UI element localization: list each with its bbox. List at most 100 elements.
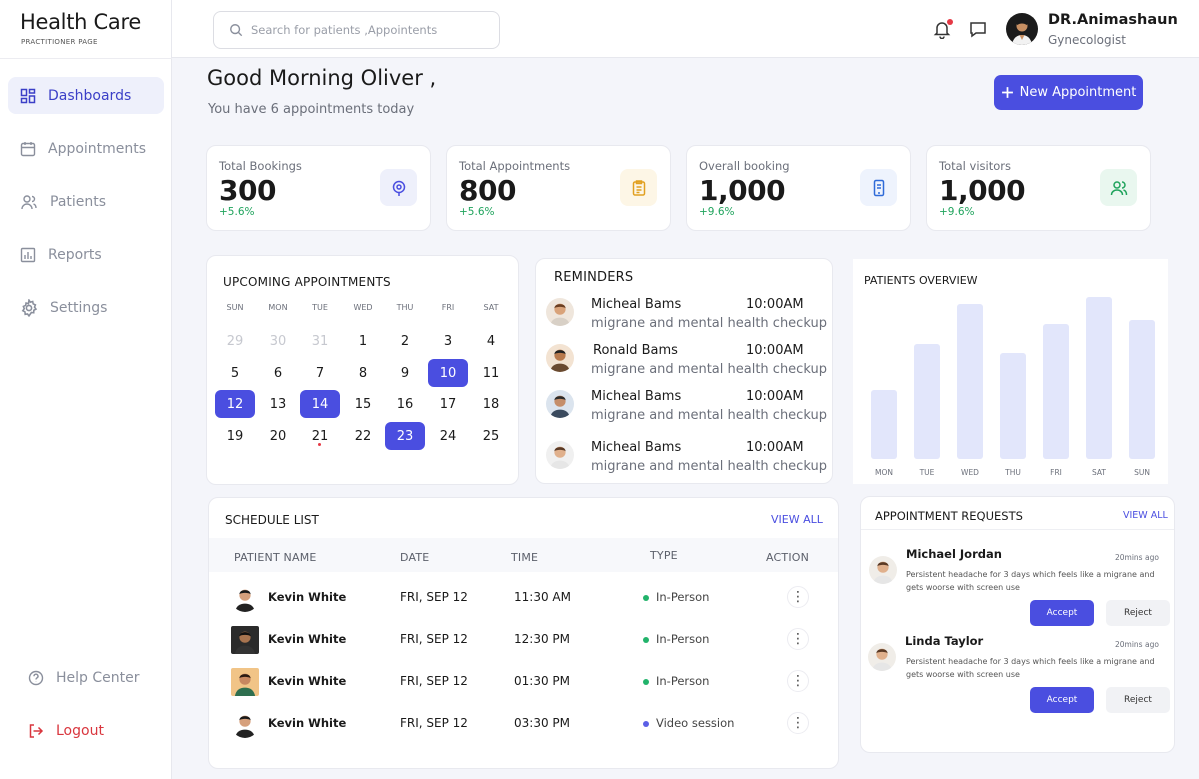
calendar-day[interactable]: 23 <box>385 422 425 450</box>
search-icon <box>230 24 243 37</box>
more-vertical-icon: ⋮ <box>791 589 805 605</box>
row-actions-button[interactable]: ⋮ <box>787 586 809 608</box>
chart-bar <box>1086 297 1112 459</box>
patient-name: Kevin White <box>268 632 347 646</box>
calendar-day[interactable]: 30 <box>269 333 287 349</box>
stat-value: 300 <box>219 174 276 207</box>
requester-name: Linda Taylor <box>905 634 984 648</box>
weekday-label: SUN <box>226 303 244 312</box>
stat-change: +5.6% <box>219 206 255 218</box>
calendar-day[interactable]: 8 <box>358 365 368 381</box>
visitors-icon <box>1100 169 1137 206</box>
appointment-type-label: Video session <box>656 716 735 730</box>
row-actions-button[interactable]: ⋮ <box>787 712 809 734</box>
calendar-day[interactable]: 4 <box>486 333 496 349</box>
calendar-day[interactable]: 29 <box>226 333 244 349</box>
appointment-type-label: In-Person <box>656 674 710 688</box>
patient-name: Kevin White <box>268 590 347 604</box>
stat-change: +9.6% <box>699 206 735 218</box>
notification-button[interactable] <box>931 18 953 40</box>
calendar-day[interactable]: 9 <box>400 365 410 381</box>
messages-button[interactable] <box>967 18 989 40</box>
more-vertical-icon: ⋮ <box>791 631 805 647</box>
schedule-list-card: SCHEDULE LIST VIEW ALL PATIENT NAME DATE… <box>208 497 839 769</box>
chat-icon <box>970 22 986 38</box>
requests-view-all-link[interactable]: VIEW ALL <box>1123 510 1168 521</box>
calendar-day[interactable]: 6 <box>273 365 283 381</box>
sidebar-item-appointments[interactable]: Appointments <box>8 130 164 167</box>
calendar-day[interactable]: 15 <box>354 396 372 412</box>
target-icon <box>380 169 417 206</box>
row-actions-button[interactable]: ⋮ <box>787 670 809 692</box>
calendar-day[interactable]: 31 <box>311 333 329 349</box>
new-appointment-button[interactable]: New Appointment <box>994 75 1143 110</box>
appointment-time: 11:30 AM <box>514 590 571 604</box>
sidebar-item-label: Appointments <box>48 140 147 157</box>
person-silhouette-icon <box>1012 20 1032 45</box>
calendar-day[interactable]: 2 <box>400 333 410 349</box>
calendar-day[interactable]: 3 <box>443 333 453 349</box>
brand-subtitle: PRACTITIONER PAGE <box>21 38 98 46</box>
appointment-time: 12:30 PM <box>514 632 570 646</box>
search-input[interactable] <box>251 23 491 37</box>
reminder-description: migrane and mental health checkup <box>591 362 827 377</box>
appointment-date: FRI, SEP 12 <box>400 716 468 730</box>
search-bar[interactable] <box>213 11 500 49</box>
calendar-day[interactable]: 19 <box>226 428 244 444</box>
column-header: PATIENT NAME <box>234 551 317 564</box>
logout-icon <box>29 723 44 738</box>
calendar-day[interactable]: 14 <box>300 390 340 418</box>
sidebar-item-settings[interactable]: Settings <box>8 289 164 326</box>
chart-title: PATIENTS OVERVIEW <box>864 274 978 287</box>
sidebar-item-reports[interactable]: Reports <box>8 236 164 273</box>
sidebar-item-label: Settings <box>50 299 108 316</box>
calendar-day[interactable]: 11 <box>482 365 500 381</box>
appointment-date: FRI, SEP 12 <box>400 590 468 604</box>
stat-card-total-appointments: Total Appointments 800 +5.6% <box>446 145 671 231</box>
calendar-day[interactable]: 5 <box>230 365 240 381</box>
calendar-day[interactable]: 20 <box>269 428 287 444</box>
chart-x-label: SUN <box>1134 468 1150 477</box>
appointment-type: In-Person <box>643 674 709 688</box>
user-avatar[interactable] <box>1006 13 1038 45</box>
weekday-label: TUE <box>312 303 328 312</box>
logout-button[interactable]: Logout <box>16 712 172 749</box>
sidebar-item-patients[interactable]: Patients <box>8 183 164 220</box>
calendar-day[interactable]: 13 <box>269 396 287 412</box>
calendar-day[interactable]: 22 <box>354 428 372 444</box>
sidebar-divider <box>0 58 172 59</box>
table-header: PATIENT NAME DATE TIME TYPE ACTION <box>209 538 838 572</box>
request-text: Persistent headache for 3 days which fee… <box>906 657 1155 679</box>
schedule-view-all-link[interactable]: VIEW ALL <box>771 513 823 526</box>
reminder-name: Micheal Bams <box>591 440 682 455</box>
greeting-subtitle: You have 6 appointments today <box>208 102 415 117</box>
calendar-day[interactable]: 21 <box>311 428 329 444</box>
accept-button[interactable]: Accept <box>1030 600 1094 626</box>
calendar-day[interactable]: 17 <box>439 396 457 412</box>
reject-button[interactable]: Reject <box>1106 600 1170 626</box>
calendar-day[interactable]: 10 <box>428 359 468 387</box>
appointment-type-label: In-Person <box>656 590 710 604</box>
sidebar: Health Care PRACTITIONER PAGE Dashboards… <box>0 0 172 779</box>
calendar-day[interactable]: 16 <box>396 396 414 412</box>
row-actions-button[interactable]: ⋮ <box>787 628 809 650</box>
gear-icon <box>21 298 38 317</box>
reject-button[interactable]: Reject <box>1106 687 1170 713</box>
accept-button[interactable]: Accept <box>1030 687 1094 713</box>
reminder-avatar <box>546 344 574 372</box>
calendar-day[interactable]: 24 <box>439 428 457 444</box>
type-status-dot <box>643 636 649 643</box>
calendar-day[interactable]: 7 <box>315 365 325 381</box>
patient-avatar <box>231 668 259 696</box>
requests-title: APPOINTMENT REQUESTS <box>875 509 1023 523</box>
calendar-day[interactable]: 18 <box>482 396 500 412</box>
reminder-name: Micheal Bams <box>591 297 682 312</box>
help-center-link[interactable]: Help Center <box>16 659 172 696</box>
calendar-day[interactable]: 25 <box>482 428 500 444</box>
help-icon <box>28 670 44 685</box>
reminder-time: 10:00AM <box>746 440 804 455</box>
sidebar-item-dashboards[interactable]: Dashboards <box>8 77 164 114</box>
calendar-day[interactable]: 12 <box>215 390 255 418</box>
reminder-description: migrane and mental health checkup <box>591 316 827 331</box>
calendar-day[interactable]: 1 <box>358 333 368 349</box>
